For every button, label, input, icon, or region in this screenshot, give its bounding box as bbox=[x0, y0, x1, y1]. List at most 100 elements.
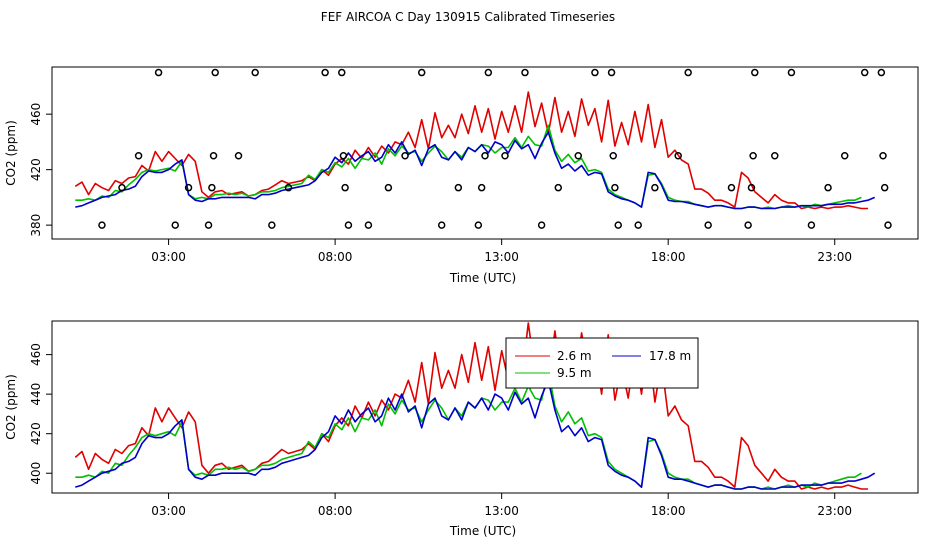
series-line-9-5-m bbox=[75, 124, 862, 210]
valve-marker bbox=[341, 183, 349, 192]
valve-marker bbox=[154, 68, 163, 77]
valve-marker bbox=[591, 68, 599, 77]
valve-marker bbox=[651, 183, 659, 192]
valve-marker bbox=[481, 152, 489, 160]
valve-marker bbox=[338, 68, 346, 77]
x-tick-label: 08:00 bbox=[318, 504, 353, 518]
valve-marker bbox=[634, 221, 642, 229]
valve-marker bbox=[860, 68, 869, 77]
valve-marker bbox=[204, 221, 213, 229]
valve-marker bbox=[674, 152, 682, 160]
valve-marker bbox=[877, 68, 886, 77]
valve-marker bbox=[574, 152, 583, 160]
valve-marker bbox=[401, 152, 409, 160]
valve-marker bbox=[477, 183, 486, 192]
legend-box bbox=[505, 337, 699, 389]
valve-marker bbox=[787, 68, 796, 77]
valve-marker bbox=[554, 183, 563, 192]
y-axis-top: 380 420 460 bbox=[29, 103, 52, 237]
valve-marker bbox=[454, 183, 463, 192]
y-tick-label: 440 bbox=[29, 383, 43, 406]
valve-marker bbox=[521, 68, 529, 77]
valve-marker bbox=[209, 152, 218, 160]
y-tick-label: 460 bbox=[29, 343, 43, 366]
valve-marker bbox=[211, 68, 219, 77]
y-axis-bottom: 400 420 440 460 bbox=[29, 343, 52, 485]
x-tick-label: 03:00 bbox=[151, 504, 186, 518]
valve-marker bbox=[771, 152, 779, 160]
valve-marker bbox=[234, 152, 243, 160]
valve-marker bbox=[747, 183, 756, 192]
valve-marker bbox=[484, 68, 493, 77]
x-tick-label: 18:00 bbox=[651, 250, 686, 264]
series-line-17-8-m bbox=[75, 131, 876, 210]
valve-markers-top bbox=[98, 68, 892, 229]
y-tick-label: 420 bbox=[29, 422, 43, 445]
x-tick-label: 18:00 bbox=[651, 504, 686, 518]
x-tick-label: 23:00 bbox=[817, 250, 852, 264]
x-axis-label-top: Time (UTC) bbox=[449, 271, 516, 285]
valve-marker bbox=[321, 68, 329, 77]
valve-marker bbox=[501, 152, 509, 160]
valve-marker bbox=[417, 68, 426, 77]
series-line-2-6-m bbox=[74, 322, 868, 490]
figure-title: FEF AIRCOA C Day 130915 Calibrated Times… bbox=[320, 10, 616, 24]
x-tick-label: 13:00 bbox=[484, 250, 519, 264]
y-tick-label: 420 bbox=[29, 158, 43, 181]
legend-label-2-6m: 2.6 m bbox=[557, 349, 592, 363]
y-tick-label: 400 bbox=[29, 462, 43, 485]
valve-marker bbox=[537, 221, 546, 229]
valve-marker bbox=[384, 183, 393, 192]
valve-marker bbox=[607, 68, 616, 77]
series-line-17-8-m bbox=[75, 379, 876, 490]
valve-marker bbox=[727, 183, 736, 192]
valve-marker bbox=[184, 183, 193, 192]
x-axis-label-bottom: Time (UTC) bbox=[449, 524, 516, 538]
legend-label-17-8m: 17.8 m bbox=[649, 349, 691, 363]
legend-label-9-5m: 9.5 m bbox=[557, 366, 592, 380]
valve-marker bbox=[208, 183, 216, 192]
valve-marker bbox=[339, 152, 348, 160]
x-tick-label: 13:00 bbox=[484, 504, 519, 518]
valve-marker bbox=[284, 183, 293, 192]
x-axis-bottom: 03:00 08:00 13:00 18:00 23:00 bbox=[151, 493, 852, 518]
valve-marker bbox=[118, 183, 126, 192]
x-axis-top: 03:00 08:00 13:00 18:00 23:00 bbox=[151, 239, 852, 264]
valve-marker bbox=[611, 183, 619, 192]
valve-marker bbox=[704, 221, 712, 229]
x-tick-label: 23:00 bbox=[817, 504, 852, 518]
legend: 2.6 m 17.8 m 9.5 m bbox=[505, 337, 699, 389]
valve-marker bbox=[171, 221, 179, 229]
x-tick-label: 08:00 bbox=[318, 250, 353, 264]
series-line-2-6-m bbox=[74, 91, 868, 210]
valve-marker bbox=[751, 68, 759, 77]
panel-top: 03:00 08:00 13:00 18:00 23:00 380 420 460 Time… bbox=[4, 66, 919, 285]
series-lines-top bbox=[74, 91, 876, 210]
valve-marker bbox=[880, 183, 889, 192]
y-axis-label-bottom: CO2 (ppm) bbox=[4, 374, 18, 440]
valve-marker bbox=[609, 152, 617, 160]
valve-marker bbox=[879, 152, 887, 160]
y-axis-label-top: CO2 (ppm) bbox=[4, 120, 18, 186]
y-tick-label: 380 bbox=[29, 214, 43, 237]
valve-marker bbox=[744, 221, 752, 229]
valve-marker bbox=[437, 221, 446, 229]
valve-marker bbox=[98, 221, 106, 229]
valve-marker bbox=[749, 152, 757, 160]
valve-marker bbox=[364, 221, 373, 229]
valve-marker bbox=[344, 221, 353, 229]
valve-marker bbox=[251, 68, 259, 77]
series-lines-bottom bbox=[74, 322, 876, 490]
series-line-9-5-m bbox=[75, 369, 862, 490]
plot-frame-top bbox=[51, 66, 919, 240]
valve-marker bbox=[807, 221, 816, 229]
valve-marker bbox=[614, 221, 622, 229]
valve-marker bbox=[474, 221, 483, 229]
valve-marker bbox=[134, 152, 143, 160]
plot-frame-bottom bbox=[51, 320, 919, 494]
valve-marker bbox=[824, 183, 832, 192]
valve-marker bbox=[884, 221, 892, 229]
valve-marker bbox=[684, 68, 692, 77]
